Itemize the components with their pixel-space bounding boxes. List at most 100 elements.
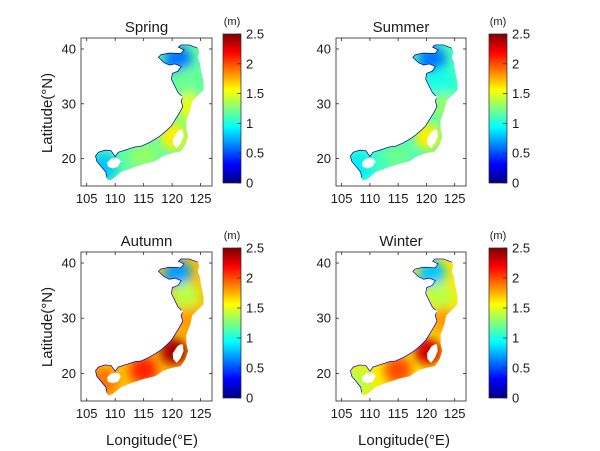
x-tick-label: 120	[416, 406, 438, 421]
region-value-mark	[129, 141, 158, 170]
panel-title: Winter	[379, 233, 422, 250]
taiwan-island	[172, 344, 184, 363]
region-value-mark	[384, 356, 413, 385]
panel-summer: 105 110 115 120 125 20 30 40 Summer 0 0.5 1 1.5 2 2.5 (…	[317, 16, 531, 206]
panel-spring: 105 110 115 120 125 20 30 40 Spring 0 0.5 1 1.5 2 2.5 (…	[62, 16, 265, 206]
y-tick-label: 20	[317, 366, 331, 381]
y-tick-label: 30	[62, 96, 76, 111]
taiwan-island	[172, 129, 184, 149]
colorbar-unit: (m)	[224, 16, 241, 28]
colorbar-tick-label: 0	[246, 391, 253, 406]
taiwan-island	[427, 344, 438, 363]
colorbar-tick-label: 0	[512, 391, 519, 406]
hainan-island	[107, 372, 121, 384]
river-mouth	[177, 95, 184, 99]
panels-layer: 105 110 115 120 125203040Spring00.511.522.5(…	[62, 16, 531, 421]
colorbar-tick-label: 0.5	[246, 361, 264, 376]
colorbar-tick-label: 1	[512, 116, 519, 131]
colorbar-tick-label: 2	[246, 56, 253, 71]
panel-winter: 105 110 115 120 125 20 30 40 Winter 0 0.5 1 1.5 2 2.5 (…	[317, 230, 531, 421]
panel-title: Autumn	[121, 233, 173, 250]
colorbar-tick-label: 2	[512, 56, 519, 71]
x-tick-label: 110	[105, 191, 126, 206]
colorbar-tick-label: 2.5	[246, 241, 264, 256]
x-tick-label: 115	[133, 406, 154, 421]
y-tick-label: 20	[62, 151, 76, 166]
x-tick-label: 110	[105, 406, 126, 421]
colorbar-tick-label: 0	[246, 176, 253, 191]
colorbar	[488, 247, 508, 399]
x-tick-label: 115	[388, 191, 409, 206]
colorbar	[488, 33, 508, 184]
x-tick-label: 125	[444, 406, 466, 421]
axes-box	[335, 251, 467, 402]
axes-box	[80, 37, 213, 187]
colorbar	[222, 247, 242, 399]
hainan-island	[362, 372, 376, 384]
x-tick-label: 105	[331, 191, 353, 206]
colorbar-unit: (m)	[224, 230, 241, 242]
region-value-mark	[426, 282, 454, 311]
colorbar-tick-label: 0	[512, 176, 519, 191]
y-axis-label-top: Latitude(°N)	[39, 73, 56, 153]
x-tick-label: 105	[76, 191, 98, 206]
colorbar-tick-label: 1.5	[512, 86, 530, 101]
axes-box	[335, 37, 467, 187]
coastline	[95, 44, 199, 178]
x-tick-label: 105	[331, 406, 353, 421]
y-tick-label: 20	[317, 151, 331, 166]
y-tick-label: 40	[62, 41, 76, 56]
colorbar-tick-label: 0.5	[512, 146, 530, 161]
y-tick-label: 40	[317, 41, 331, 56]
y-tick-label: 30	[317, 96, 331, 111]
region-value-mark	[171, 282, 200, 311]
river-mouth	[177, 309, 184, 314]
x-tick-label: 110	[360, 406, 381, 421]
x-tick-label: 120	[416, 191, 438, 206]
y-tick-label: 20	[62, 366, 76, 381]
colorbar-tick-label: 0.5	[512, 361, 530, 376]
x-tick-label: 125	[190, 406, 212, 421]
y-tick-label: 40	[317, 256, 331, 271]
y-tick-label: 30	[62, 311, 76, 326]
colorbar-tick-label: 1	[246, 116, 253, 131]
colorbar-tick-label: 1.5	[512, 301, 530, 316]
colorbar-tick-label: 2	[512, 271, 519, 286]
colorbar-tick-label: 1	[512, 331, 519, 346]
colorbar-tick-label: 2	[246, 271, 253, 286]
region-value-mark	[384, 141, 413, 170]
river-mouth	[432, 309, 438, 314]
colorbar-tick-label: 1.5	[246, 86, 264, 101]
colorbar-tick-label: 2.5	[246, 27, 264, 42]
x-tick-label: 125	[190, 191, 212, 206]
panel-title: Summer	[373, 19, 430, 36]
y-tick-label: 40	[62, 256, 76, 271]
x-tick-label: 105	[76, 406, 98, 421]
hainan-island	[107, 158, 121, 169]
x-tick-label: 115	[388, 406, 409, 421]
colorbar-unit: (m)	[490, 230, 507, 242]
taiwan-island	[427, 129, 438, 149]
river-mouth	[432, 95, 438, 99]
x-tick-label: 125	[444, 191, 466, 206]
panel-title: Spring	[125, 19, 168, 36]
colorbar-tick-label: 1	[246, 331, 253, 346]
x-tick-label: 120	[161, 406, 183, 421]
x-tick-label: 115	[133, 191, 154, 206]
x-tick-label: 120	[161, 191, 183, 206]
colorbar-tick-label: 0.5	[246, 146, 264, 161]
y-tick-label: 30	[317, 311, 331, 326]
colorbar-tick-label: 2.5	[512, 241, 530, 256]
x-axis-label-right: Longitude(°E)	[358, 432, 450, 449]
colorbar-tick-label: 1.5	[246, 301, 264, 316]
colorbar-unit: (m)	[490, 16, 507, 28]
colorbar	[222, 33, 242, 184]
region-value-mark	[171, 67, 200, 96]
y-axis-label-bottom: Latitude(°N)	[39, 287, 56, 367]
coastline	[350, 44, 453, 178]
region-value-mark	[426, 67, 454, 96]
axes-box	[80, 251, 213, 402]
hainan-island	[362, 158, 376, 169]
x-axis-label-left: Longitude(°E)	[106, 432, 198, 449]
